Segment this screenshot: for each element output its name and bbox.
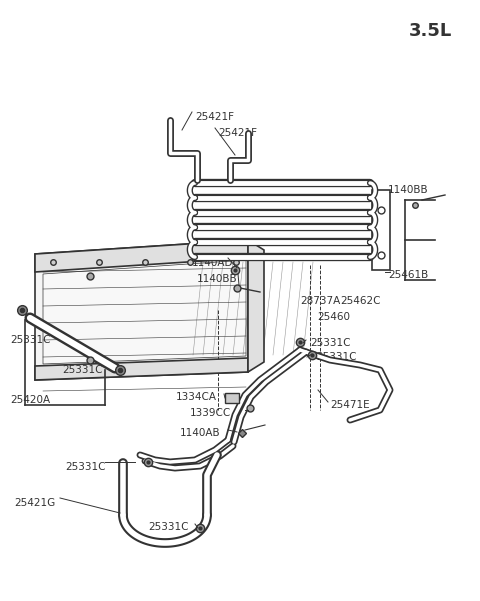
Text: 3.5L: 3.5L (408, 22, 452, 40)
Text: 28737A: 28737A (300, 296, 340, 306)
Text: 25420A: 25420A (10, 395, 50, 405)
Polygon shape (35, 240, 248, 380)
Text: 25331C: 25331C (148, 522, 189, 532)
Text: 1140AB: 1140AB (180, 428, 221, 438)
Text: 1339CC: 1339CC (190, 408, 231, 418)
Text: 25421G: 25421G (14, 498, 55, 508)
Text: 25331C: 25331C (62, 365, 103, 375)
Text: 25461B: 25461B (388, 270, 428, 280)
Text: 1140AD: 1140AD (192, 258, 233, 268)
Text: 25421F: 25421F (195, 112, 234, 122)
Text: 1140BB: 1140BB (388, 185, 429, 195)
Text: 25331C: 25331C (310, 338, 350, 348)
Polygon shape (43, 260, 246, 364)
Text: 25421F: 25421F (218, 128, 257, 138)
Text: 25460: 25460 (317, 312, 350, 322)
Text: 25331C: 25331C (10, 335, 50, 345)
Text: 1140BB: 1140BB (197, 274, 238, 284)
Polygon shape (248, 240, 264, 372)
Bar (225, 393, 239, 403)
Text: 25331C: 25331C (316, 352, 357, 362)
Polygon shape (35, 358, 248, 380)
Text: 25462C: 25462C (340, 296, 381, 306)
Text: 1334CA: 1334CA (176, 392, 217, 402)
Polygon shape (35, 240, 248, 272)
Text: 25331C: 25331C (65, 462, 106, 472)
Text: 25471E: 25471E (330, 400, 370, 410)
